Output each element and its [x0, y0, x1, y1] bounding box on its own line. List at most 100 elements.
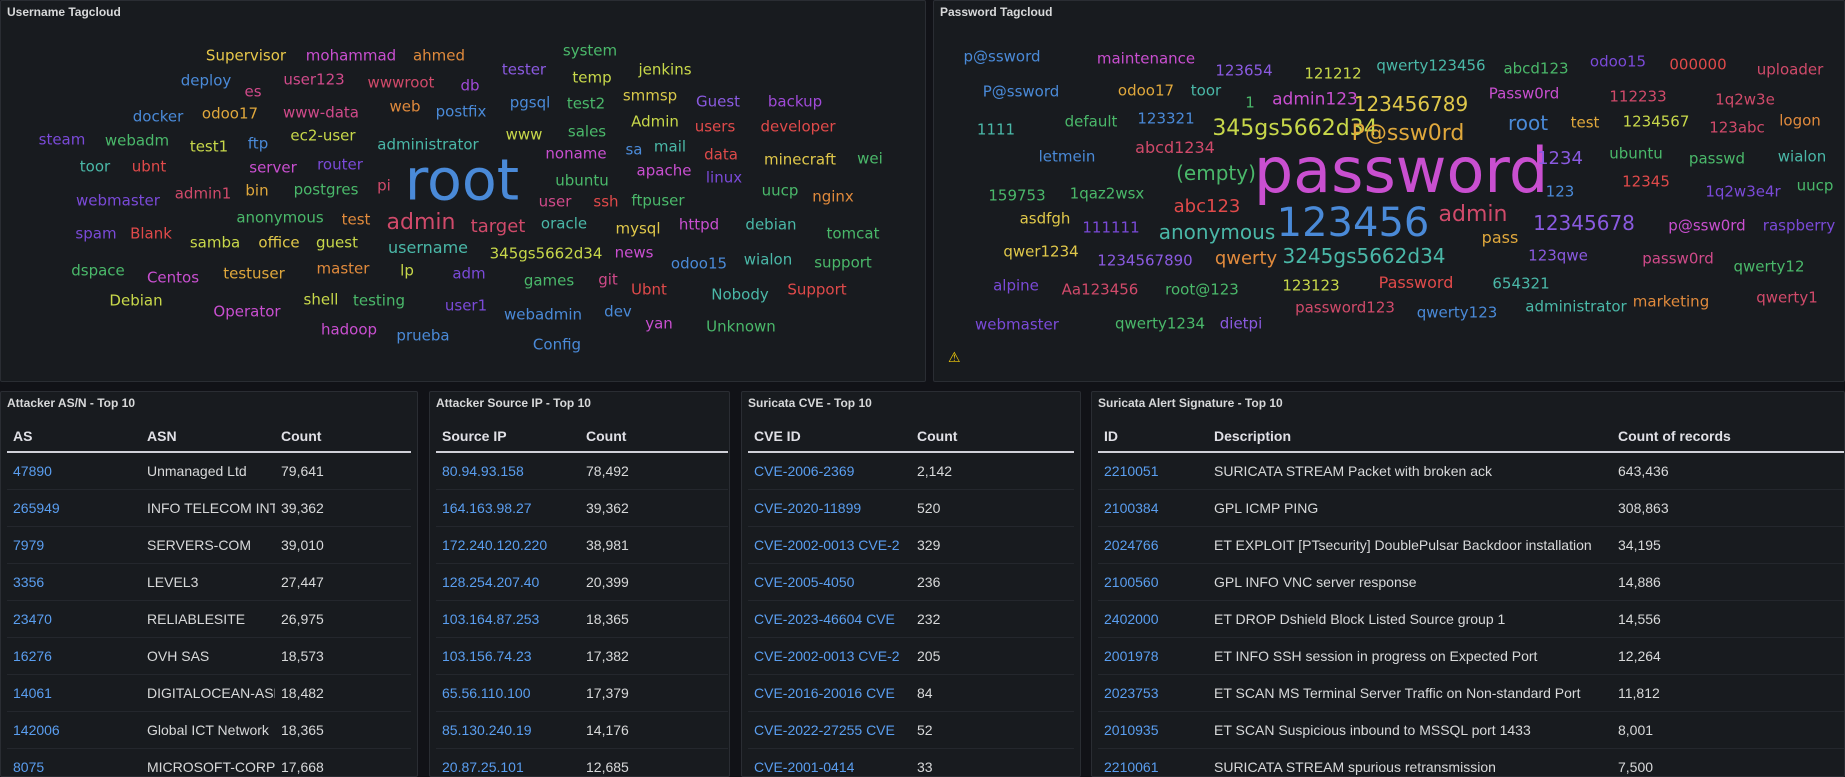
cell-link[interactable]: 3356 [7, 563, 141, 601]
tag-word[interactable]: debian [745, 215, 797, 234]
tag-word[interactable]: 345gs5662d34 [489, 244, 603, 263]
tag-word[interactable]: 654321 [1492, 274, 1550, 293]
tag-word[interactable]: ssh [593, 192, 619, 211]
tag-word[interactable]: 123 [1545, 182, 1575, 201]
tag-word[interactable]: dietpi [1219, 314, 1263, 333]
tag-word[interactable]: backup [767, 92, 823, 111]
tag-word[interactable]: Operator [213, 302, 281, 321]
tag-word[interactable]: 123123 [1282, 276, 1340, 295]
column-header[interactable]: ID [1098, 421, 1208, 453]
tag-word[interactable]: 1234 [1537, 148, 1583, 169]
tag-word[interactable]: tester [501, 60, 547, 79]
tag-word[interactable]: wei [857, 149, 883, 168]
tag-word[interactable]: qwerty [1214, 248, 1278, 269]
column-header[interactable]: Description [1208, 421, 1612, 453]
tag-word[interactable]: master [316, 259, 370, 278]
cell-link[interactable]: CVE-2001-0414 [748, 748, 911, 776]
tag-word[interactable]: www-data [282, 103, 360, 122]
tag-word[interactable]: 159753 [988, 186, 1046, 205]
column-header[interactable]: Count of records [1612, 421, 1844, 453]
tag-word[interactable]: Config [532, 335, 582, 354]
cell-link[interactable]: CVE-2020-11899 [748, 489, 911, 527]
tag-word[interactable]: admin [386, 210, 456, 235]
tag-word[interactable]: qwer1234 [1003, 242, 1079, 261]
cell-link[interactable]: 20.87.25.101 [436, 748, 580, 776]
cell-link[interactable]: 65.56.110.100 [436, 674, 580, 712]
tag-word[interactable]: news [614, 243, 654, 262]
tag-word[interactable]: 1 [1245, 93, 1255, 112]
tag-word[interactable]: apache [636, 161, 692, 180]
tag-word[interactable]: router [317, 155, 363, 174]
cell-link[interactable]: 47890 [7, 452, 141, 490]
cell-link[interactable]: 7979 [7, 526, 141, 564]
tag-word[interactable]: testing [352, 291, 406, 310]
tag-word[interactable]: tomcat [826, 224, 880, 243]
tag-word[interactable]: pass [1481, 228, 1519, 247]
tag-word[interactable]: maintenance [1096, 49, 1196, 68]
tag-word[interactable]: 1q2w3e4r [1705, 182, 1781, 201]
cell-link[interactable]: 2023753 [1098, 674, 1208, 712]
tag-word[interactable]: Support [787, 280, 847, 299]
tag-word[interactable]: root@123 [1165, 280, 1239, 299]
tag-word[interactable]: anonymous [1158, 220, 1276, 244]
tag-word[interactable]: testuser [223, 264, 285, 283]
tag-word[interactable]: Passw0rd [1488, 84, 1560, 103]
tag-word[interactable]: steam [38, 130, 86, 149]
tag-word[interactable]: linux [705, 168, 743, 187]
tag-word[interactable]: 121212 [1304, 64, 1362, 83]
tag-word[interactable]: sa [625, 140, 643, 159]
tag-word[interactable]: 000000 [1669, 55, 1727, 74]
cell-link[interactable]: 103.156.74.23 [436, 637, 580, 675]
tag-word[interactable]: target [470, 216, 526, 237]
tag-word[interactable]: noname [545, 144, 607, 163]
cell-link[interactable]: 128.254.207.40 [436, 563, 580, 601]
tag-word[interactable]: 1qaz2wsx [1069, 184, 1145, 203]
tag-word[interactable]: bin [245, 181, 269, 200]
tag-word[interactable]: qwerty1 [1756, 288, 1818, 307]
tag-word[interactable]: 123abc [1709, 118, 1765, 137]
tag-word[interactable]: odoo17 [1117, 81, 1175, 100]
cell-link[interactable]: CVE-2023-46604 CVE [748, 600, 911, 638]
tag-word[interactable]: pgsql [509, 93, 551, 112]
tag-word[interactable]: abc123 [1173, 196, 1241, 217]
tag-word[interactable]: odoo15 [670, 254, 728, 273]
tag-word[interactable]: abcd1234 [1135, 138, 1215, 157]
tag-word[interactable]: wialon [743, 250, 793, 269]
tag-word[interactable]: qwerty12 [1733, 257, 1805, 276]
tag-word[interactable]: odoo17 [201, 104, 259, 123]
tag-word[interactable]: marketing [1632, 292, 1710, 311]
tag-word[interactable]: wwwroot [367, 73, 435, 92]
tag-word[interactable]: toor [1190, 81, 1222, 100]
tag-word[interactable]: developer [760, 117, 836, 136]
tag-word[interactable]: postfix [435, 102, 487, 121]
tag-word[interactable]: 111111 [1082, 218, 1140, 237]
cell-link[interactable]: 172.240.120.220 [436, 526, 580, 564]
tag-word[interactable]: default [1064, 112, 1118, 131]
column-header[interactable]: CVE ID [748, 421, 911, 453]
tag-word[interactable]: anonymous [236, 208, 324, 227]
tag-word[interactable]: P@ssw0rd [1351, 121, 1465, 146]
cell-link[interactable]: 2001978 [1098, 637, 1208, 675]
tag-word[interactable]: Password [1378, 273, 1454, 292]
tag-word[interactable]: 123456 [1276, 200, 1430, 246]
tag-word[interactable]: webadmin [503, 305, 583, 324]
tag-word[interactable]: 1111 [976, 120, 1016, 139]
tag-word[interactable]: root [404, 147, 520, 214]
cell-link[interactable]: CVE-2005-4050 [748, 563, 911, 601]
tag-word[interactable]: ahmed [412, 46, 466, 65]
tag-word[interactable]: server [249, 158, 297, 177]
warning-icon[interactable]: ⚠ [948, 349, 961, 365]
tag-word[interactable]: qwerty123 [1416, 303, 1498, 322]
column-header[interactable]: Count [275, 421, 411, 453]
cell-link[interactable]: 8075 [7, 748, 141, 776]
tag-word[interactable]: dev [604, 302, 632, 321]
tag-word[interactable]: user1 [444, 296, 488, 315]
column-header[interactable]: Count [911, 421, 1074, 453]
cell-link[interactable]: 103.164.87.253 [436, 600, 580, 638]
tag-word[interactable]: P@ssword [982, 82, 1060, 101]
tag-word[interactable]: minecraft [763, 150, 837, 169]
tag-word[interactable]: support [814, 253, 872, 272]
tag-word[interactable]: ubuntu [555, 171, 609, 190]
column-header[interactable]: ASN [141, 421, 275, 453]
tag-word[interactable]: Nobody [711, 285, 769, 304]
